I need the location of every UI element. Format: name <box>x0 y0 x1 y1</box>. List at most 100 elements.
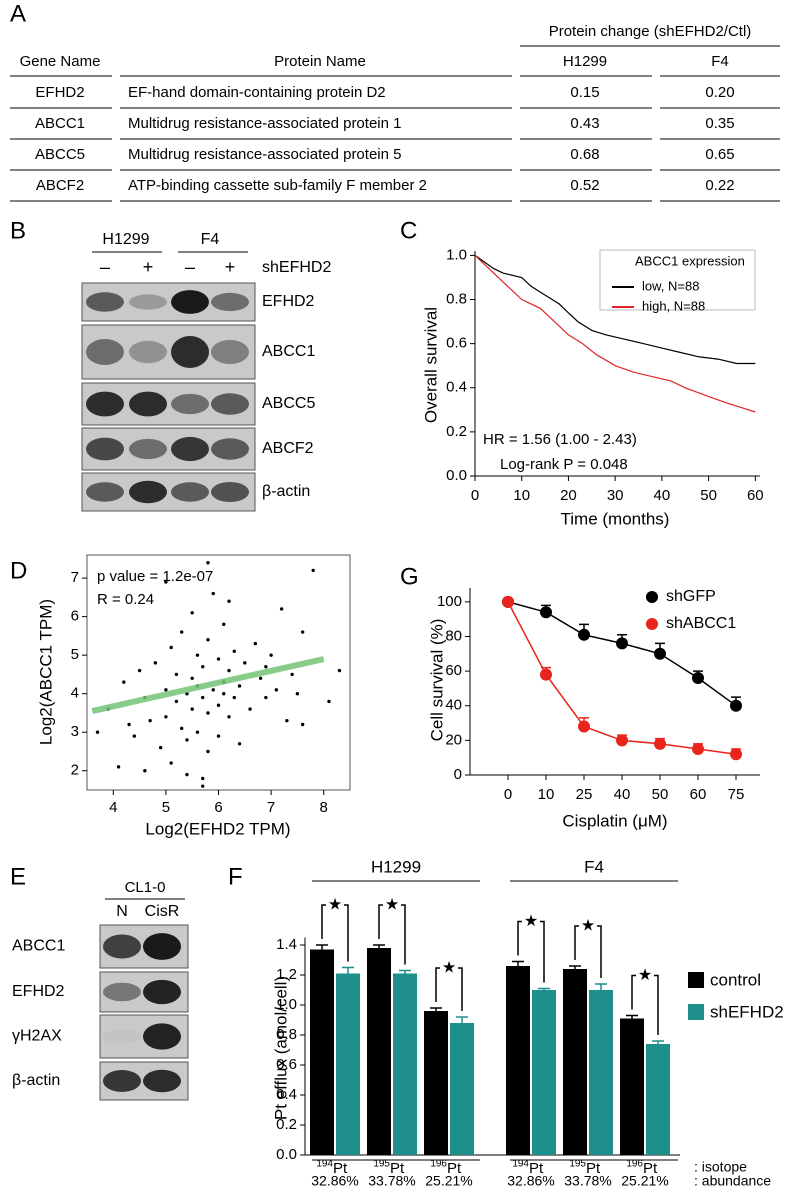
protein-label: β-actin <box>262 483 310 500</box>
point <box>206 711 210 715</box>
x-tick-label: 20 <box>560 487 577 504</box>
protein-label: ABCC1 <box>262 343 315 360</box>
point <box>206 638 210 642</box>
isotope-element: Pt <box>390 1160 405 1177</box>
point <box>185 772 189 777</box>
annotation: R = 0.24 <box>97 591 154 608</box>
point <box>227 668 231 673</box>
point <box>137 668 142 673</box>
condition: – <box>100 257 110 277</box>
panel-label: B <box>10 217 26 244</box>
legend-swatch <box>646 591 658 603</box>
bar <box>589 990 613 1155</box>
point <box>237 742 242 746</box>
point <box>179 726 184 731</box>
table-cell: ATP-binding cassette sub-family F member… <box>128 177 427 194</box>
table-cell: Multidrug resistance-associated protein … <box>128 146 401 163</box>
band <box>211 292 249 312</box>
bar <box>620 1018 644 1155</box>
legend-box <box>599 249 756 311</box>
point <box>169 645 173 650</box>
y-tick-label: 100 <box>437 593 462 610</box>
point <box>153 661 158 665</box>
bar <box>506 966 530 1155</box>
point <box>237 684 242 688</box>
y-tick-label: 0.4 <box>276 1086 297 1103</box>
table-cell: ABCC1 <box>35 115 85 132</box>
isotope-element: Pt <box>333 1160 348 1177</box>
marker <box>540 606 552 619</box>
y-tick-label: 0.8 <box>446 290 467 307</box>
isotope-mass: 195 <box>569 1159 586 1170</box>
column-header: Gene Name <box>20 53 101 70</box>
legend-swatch <box>688 1004 704 1020</box>
x-tick-label: 25 <box>576 786 593 803</box>
point <box>169 761 173 765</box>
star-backdrop <box>522 912 540 931</box>
annotation: p value = 1.2e-07 <box>97 568 213 585</box>
band <box>86 482 124 502</box>
error-bar <box>569 965 581 969</box>
y-tick-label: 0.6 <box>276 1056 297 1073</box>
y-axis-label: Overall survival <box>421 307 440 423</box>
y-tick-label: 0 <box>454 766 462 783</box>
x-tick-label: 30 <box>607 487 624 504</box>
band <box>211 438 249 460</box>
isotope-element: Pt <box>643 1160 658 1177</box>
marker <box>578 720 590 733</box>
point <box>164 715 168 719</box>
bar <box>393 973 417 1155</box>
point <box>195 730 200 734</box>
point <box>216 734 221 738</box>
point <box>227 599 231 603</box>
panel-label: A <box>10 0 26 27</box>
y-tick-label: 6 <box>71 608 79 625</box>
marker <box>540 668 552 681</box>
lane-label: CisR <box>145 903 180 920</box>
treatment: shEFHD2 <box>262 259 331 276</box>
group-label: F4 <box>201 231 220 248</box>
band <box>211 339 249 365</box>
legend-label: shABCC1 <box>666 615 736 632</box>
table-cell: 0.43 <box>570 115 599 132</box>
x-tick-label: 60 <box>690 786 707 803</box>
error-bar <box>595 983 607 990</box>
protein-label: ABCF2 <box>262 440 314 457</box>
lane-label: N <box>116 903 128 920</box>
point <box>290 672 294 677</box>
table-cell: 0.22 <box>705 177 734 194</box>
band <box>86 292 124 312</box>
point <box>232 695 236 700</box>
x-tick-label: 40 <box>614 786 631 803</box>
protein-label: EFHD2 <box>12 983 65 1000</box>
point <box>211 688 215 692</box>
marker <box>730 699 742 712</box>
isotope-mass: 194 <box>512 1159 529 1170</box>
isotope-abundance: 32.86% <box>507 1173 554 1188</box>
x-tick-label: 8 <box>320 799 328 816</box>
marker <box>730 748 742 761</box>
axis-note: : abundance <box>694 1173 771 1188</box>
y-tick-label: 2 <box>71 762 79 779</box>
point <box>122 680 126 684</box>
error-bar <box>316 944 328 950</box>
y-tick-label: 0.0 <box>446 467 467 484</box>
point <box>248 707 252 711</box>
legend-swatch <box>646 618 658 630</box>
marker <box>654 737 666 750</box>
marker <box>578 628 590 641</box>
x-axis-label: Cisplatin (μM) <box>562 811 667 830</box>
protein-label: ABCC1 <box>12 938 65 955</box>
isotope-abundance: 33.78% <box>564 1173 611 1188</box>
band <box>171 436 209 462</box>
x-tick-label: 60 <box>747 487 764 504</box>
band <box>103 982 141 1002</box>
table-cell: 0.15 <box>570 84 599 101</box>
annotation: HR = 1.56 (1.00 - 2.43) <box>483 431 637 448</box>
column-header: Protein Name <box>274 53 366 70</box>
x-tick-label: 0 <box>471 487 479 504</box>
bar <box>532 990 556 1155</box>
isotope-element: Pt <box>586 1160 601 1177</box>
protein-label: EFHD2 <box>262 293 315 310</box>
